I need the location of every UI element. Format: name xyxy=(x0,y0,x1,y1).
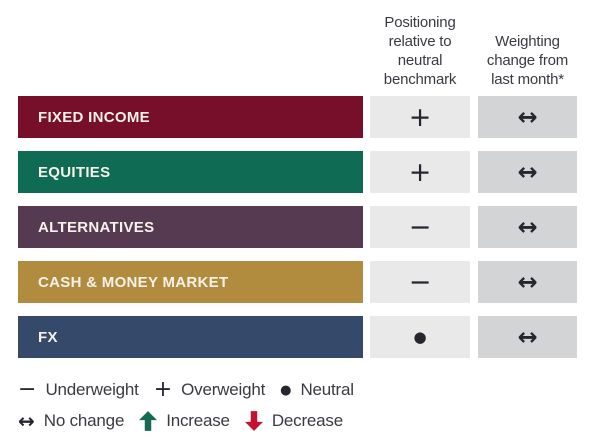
positioning-symbol: + xyxy=(408,101,432,133)
legend-change-line: ↔ No change Increase Decrease xyxy=(18,410,600,432)
left-right-arrow-icon: ↔ xyxy=(517,103,538,131)
positioning-cell: − xyxy=(370,206,470,248)
left-right-arrow-icon: ↔ xyxy=(517,213,538,241)
positioning-symbol: + xyxy=(408,156,432,188)
legend-positioning-line: − Underweight + Overweight ● Neutral xyxy=(18,379,600,401)
left-right-arrow-icon: ↔ xyxy=(18,409,35,433)
table-body: FIXED INCOME + ↔ EQUITIES + ↔ ALTERNATIV… xyxy=(18,96,600,358)
legend-item: Decrease xyxy=(244,411,343,431)
left-right-arrow-icon: ↔ xyxy=(517,323,538,351)
table-row: EQUITIES + ↔ xyxy=(18,151,600,193)
asset-class-label: EQUITIES xyxy=(38,163,111,181)
table-row: ALTERNATIVES − ↔ xyxy=(18,206,600,248)
minus-icon: − xyxy=(18,377,37,402)
legend-item: ↔ No change xyxy=(18,411,124,431)
asset-class-label: FIXED INCOME xyxy=(38,108,150,126)
asset-class-label: ALTERNATIVES xyxy=(38,218,155,236)
down-arrow-icon xyxy=(244,411,263,431)
positioning-cell: + xyxy=(370,96,470,138)
legend-label: Increase xyxy=(166,411,230,430)
up-arrow-icon xyxy=(139,411,158,431)
legend-label: Underweight xyxy=(45,380,139,399)
weighting-cell: ↔ xyxy=(478,206,577,248)
table-row: FX ● ↔ xyxy=(18,316,600,358)
positioning-symbol: − xyxy=(408,266,432,298)
weighting-cell: ↔ xyxy=(478,261,577,303)
positioning-cell: + xyxy=(370,151,470,193)
table-row: FIXED INCOME + ↔ xyxy=(18,96,600,138)
asset-class-bar: ALTERNATIVES xyxy=(18,206,363,248)
legend-label: Neutral xyxy=(300,380,354,399)
asset-class-bar: FX xyxy=(18,316,363,358)
asset-class-bar: CASH & MONEY MARKET xyxy=(18,261,363,303)
legend-item: − Underweight xyxy=(18,379,139,401)
asset-class-bar: EQUITIES xyxy=(18,151,363,193)
table-row: CASH & MONEY MARKET − ↔ xyxy=(18,261,600,303)
column-header-weighting: Weighting change from last month* xyxy=(486,33,569,88)
weighting-cell: ↔ xyxy=(478,316,577,358)
legend-item: Increase xyxy=(139,411,230,431)
positioning-cell: − xyxy=(370,261,470,303)
asset-class-label: FX xyxy=(38,328,58,346)
legend-label: Overweight xyxy=(181,380,266,399)
positioning-cell: ● xyxy=(370,316,470,358)
asset-class-label: CASH & MONEY MARKET xyxy=(38,273,229,291)
plus-icon: + xyxy=(153,377,173,402)
left-right-arrow-icon: ↔ xyxy=(517,158,538,186)
table-header: Positioning relative to neutral benchmar… xyxy=(18,0,600,96)
legend-item: + Overweight xyxy=(153,377,266,402)
column-header-positioning: Positioning relative to neutral benchmar… xyxy=(383,14,457,88)
weighting-cell: ↔ xyxy=(478,151,577,193)
left-right-arrow-icon: ↔ xyxy=(517,268,538,296)
asset-class-bar: FIXED INCOME xyxy=(18,96,363,138)
weighting-cell: ↔ xyxy=(478,96,577,138)
positioning-symbol: − xyxy=(408,211,432,243)
legend-item: ● Neutral xyxy=(280,380,354,400)
legend: − Underweight + Overweight ● Neutral ↔ N… xyxy=(18,379,600,432)
legend-label: Decrease xyxy=(271,411,343,430)
dot-icon: ● xyxy=(280,382,292,398)
positioning-symbol: ● xyxy=(413,327,427,346)
legend-label: No change xyxy=(43,411,125,430)
